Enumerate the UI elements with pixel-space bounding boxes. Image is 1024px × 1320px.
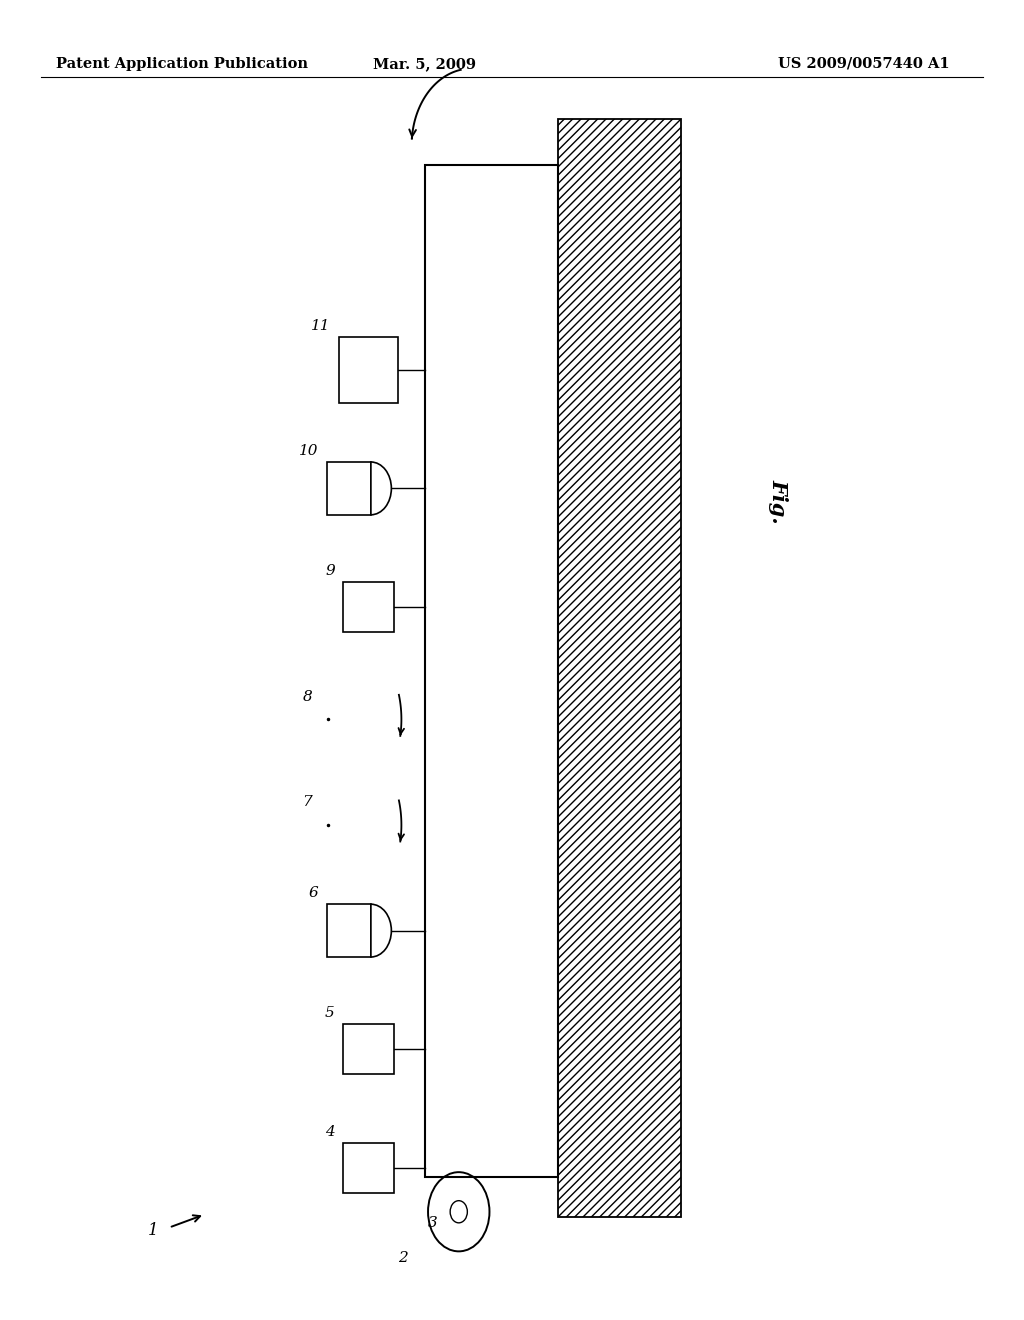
Bar [339, 337, 398, 403]
Text: 6: 6 [308, 886, 318, 900]
Bar [343, 1143, 394, 1193]
Text: Mar. 5, 2009: Mar. 5, 2009 [374, 57, 476, 71]
Bar [425, 165, 558, 1177]
Text: 11: 11 [311, 318, 331, 333]
Text: 10: 10 [299, 444, 318, 458]
Wedge shape [371, 462, 391, 515]
Text: 9: 9 [325, 564, 335, 578]
Text: 1: 1 [148, 1222, 159, 1238]
Wedge shape [371, 904, 391, 957]
Bar [327, 904, 371, 957]
Bar [343, 582, 394, 632]
Text: 2: 2 [397, 1251, 408, 1266]
Bar [327, 462, 371, 515]
Text: US 2009/0057440 A1: US 2009/0057440 A1 [778, 57, 950, 71]
Text: Fig.: Fig. [768, 479, 788, 524]
Text: Patent Application Publication: Patent Application Publication [56, 57, 308, 71]
Text: 4: 4 [325, 1125, 335, 1139]
Text: 8: 8 [302, 689, 312, 704]
Text: 5: 5 [325, 1006, 335, 1020]
Text: 3: 3 [428, 1216, 438, 1230]
Bar [343, 1024, 394, 1074]
Bar [558, 119, 681, 1217]
Text: 7: 7 [302, 795, 312, 809]
